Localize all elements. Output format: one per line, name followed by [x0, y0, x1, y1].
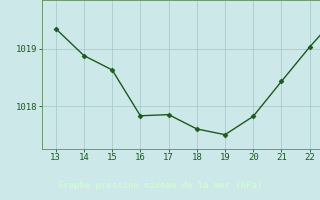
Text: Graphe pression niveau de la mer (hPa): Graphe pression niveau de la mer (hPa) — [58, 181, 262, 190]
